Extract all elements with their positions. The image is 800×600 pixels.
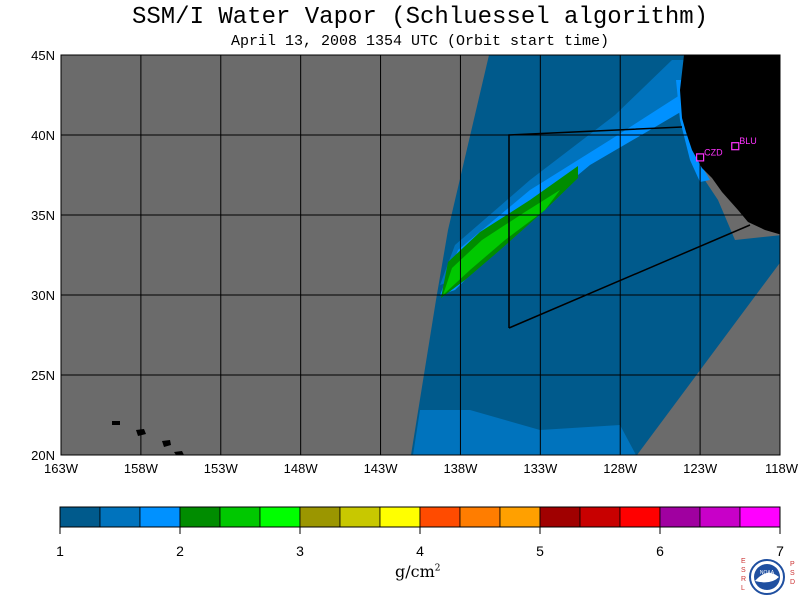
- colorbar-swatch: [699, 506, 741, 528]
- station-markers: CZD BLU: [696, 136, 757, 162]
- noaa-logo-name: NOAA: [760, 570, 775, 576]
- lon-tick-label: 153W: [204, 461, 239, 476]
- noaa-logo-bird-icon: [755, 572, 779, 583]
- colorbar-swatch: [139, 506, 181, 528]
- colorbar-swatch: [499, 506, 541, 528]
- colorbar-tick-labels: 1 2 3 4 5 6 7: [56, 527, 784, 559]
- colorbar-swatch: [739, 506, 781, 528]
- colorbar-swatch: [299, 506, 341, 528]
- colorbar-unit-label: g/cm2: [395, 562, 441, 581]
- colorbar-swatch: [179, 506, 221, 528]
- colorbar: [59, 506, 781, 528]
- lat-tick-label: 40N: [31, 128, 55, 143]
- land-hawaii-maui: [162, 440, 171, 447]
- map-frame: [60, 54, 781, 456]
- lon-tick-label: 143W: [364, 461, 399, 476]
- land-hawaii-big: [174, 451, 184, 455]
- colorbar-swatch: [259, 506, 301, 528]
- moisture-plume-bright: [443, 190, 560, 295]
- land-hawaii-kauai: [112, 421, 120, 425]
- station-marker: [731, 142, 740, 151]
- lon-tick-label: 128W: [603, 461, 638, 476]
- analysis-region-diagonal: [508, 224, 751, 329]
- colorbar-tick-label: 7: [776, 543, 784, 559]
- station-label: CZD: [704, 147, 723, 157]
- lat-tick-label: 45N: [31, 48, 55, 63]
- longitude-labels: 163W 158W 153W 148W 143W 138W 133W 128W 123W 118W: [44, 461, 799, 476]
- colorbar-swatch: [419, 506, 461, 528]
- colorbar-tick-label: 4: [416, 543, 424, 559]
- lon-tick-label: 158W: [124, 461, 159, 476]
- station-marker: [696, 153, 705, 162]
- lat-tick-label: 35N: [31, 208, 55, 223]
- swath-base: [411, 55, 780, 455]
- chart-subtitle: April 13, 2008 1354 UTC (Orbit start tim…: [230, 33, 610, 50]
- land-north-america: [680, 55, 780, 235]
- lat-tick-label: 30N: [31, 288, 55, 303]
- colorbar-swatch: [379, 506, 421, 528]
- unit-superscript: 2: [434, 563, 441, 574]
- colorbar-tick-label: 5: [536, 543, 544, 559]
- map-gridlines: [61, 55, 780, 455]
- colorbar-swatch: [99, 506, 141, 528]
- unit-base-text: g/cm: [395, 562, 435, 581]
- lon-tick-label: 123W: [683, 461, 718, 476]
- colorbar-swatch: [219, 506, 261, 528]
- swath-band-bright: [440, 95, 684, 295]
- colorbar-swatch: [579, 506, 621, 528]
- colorbar-tick-label: 6: [656, 543, 664, 559]
- swath-edge-light: [413, 410, 636, 455]
- lon-tick-label: 118W: [765, 461, 799, 476]
- colorbar-tick-label: 3: [296, 543, 304, 559]
- lon-tick-label: 163W: [44, 461, 79, 476]
- station-label: BLU: [739, 136, 757, 146]
- chart-title: SSM/I Water Vapor (Schluessel algorithm): [131, 4, 709, 31]
- colorbar-tick-label: 1: [56, 543, 64, 559]
- colorbar-swatch: [619, 506, 661, 528]
- colorbar-swatch: [659, 506, 701, 528]
- colorbar-swatch: [59, 506, 101, 528]
- colorbar-swatch: [459, 506, 501, 528]
- lon-tick-label: 148W: [284, 461, 319, 476]
- lon-tick-label: 133W: [523, 461, 558, 476]
- lat-tick-label: 25N: [31, 368, 55, 383]
- lon-tick-label: 138W: [443, 461, 478, 476]
- colorbar-tick-label: 2: [176, 543, 184, 559]
- colorbar-swatch: [339, 506, 381, 528]
- lat-tick-label: 20N: [31, 448, 55, 463]
- latitude-labels: 45N 40N 35N 30N 25N 20N: [31, 48, 55, 463]
- colorbar-swatch: [539, 506, 581, 528]
